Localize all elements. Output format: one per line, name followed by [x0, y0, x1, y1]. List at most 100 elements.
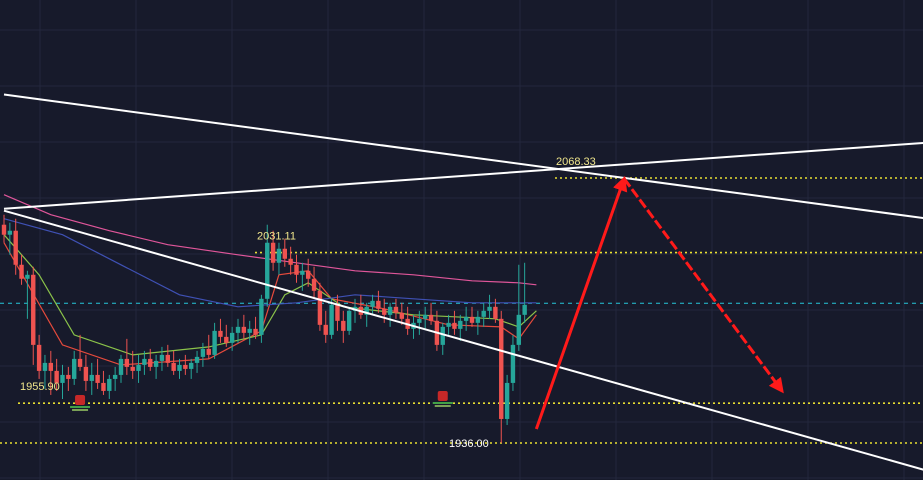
candle-body [335, 304, 340, 321]
candle-body [101, 382, 106, 391]
candle-body [36, 344, 42, 371]
candle-body [370, 300, 375, 307]
candle-body [306, 270, 311, 279]
candle-body [376, 300, 381, 309]
candle-body [200, 348, 206, 357]
candle-body [522, 304, 527, 315]
level-label-3: 1936.00 [449, 438, 489, 450]
candle-body [463, 316, 469, 321]
candle-body [270, 242, 276, 263]
candle-body [224, 336, 229, 343]
candle-body [72, 358, 77, 379]
candle-body [440, 326, 445, 345]
candle-body [382, 308, 387, 315]
candle-body [171, 362, 176, 371]
candle-body [458, 320, 463, 329]
candle-body [13, 230, 18, 265]
candle-body [387, 306, 393, 315]
candle-body [364, 306, 369, 315]
candle-body [153, 360, 159, 367]
trendline-2 [3, 209, 923, 471]
candle-body [183, 364, 188, 369]
candle-body [7, 230, 13, 235]
level-label-0: 2068.33 [556, 156, 596, 168]
candle-body [130, 366, 135, 371]
moving-average-2 [3, 218, 537, 308]
candle-body [136, 364, 141, 371]
trendline-1 [3, 141, 923, 210]
candle-body [189, 362, 194, 369]
candle-body [481, 310, 486, 317]
candle-body [288, 258, 293, 265]
candle-body [475, 316, 481, 323]
candle-body [259, 298, 264, 335]
level-label-1: 2031.11 [257, 231, 296, 243]
level-label-2: 1955.90 [20, 381, 60, 393]
candle-body [469, 316, 475, 323]
candle-body [241, 326, 247, 333]
level-labels: 2068.33 2031.11 1955.90 1936.00 [20, 156, 596, 450]
candle-body [229, 332, 235, 343]
candle-body [89, 374, 94, 381]
candle-body [112, 374, 118, 379]
candle-body [83, 366, 89, 381]
candle-body [276, 248, 282, 263]
candle-body [194, 356, 200, 363]
projection-arrow-1 [622, 177, 784, 394]
candle-body [487, 306, 492, 311]
candle-body [323, 324, 328, 335]
candle-body [42, 362, 48, 371]
candle-body [265, 242, 270, 299]
candle-body [294, 264, 299, 275]
candle-body [77, 358, 83, 367]
candle-body [165, 354, 170, 363]
candle-body [393, 306, 399, 313]
candle-body [66, 374, 71, 379]
candle-body [282, 248, 287, 259]
candle-body [493, 306, 498, 319]
candle-body [107, 378, 112, 391]
candle-body [317, 290, 323, 325]
candle-body [212, 330, 217, 355]
trendline-0 [3, 93, 923, 220]
candle-body [124, 358, 130, 367]
candle-body [300, 270, 305, 275]
candle-body [159, 354, 165, 361]
candle-body [329, 304, 334, 335]
projection-arrows [534, 175, 784, 430]
candle-body [341, 320, 346, 331]
candle-body [499, 318, 504, 419]
candle-body [1, 224, 7, 235]
candle-body [428, 314, 434, 321]
candle-body [218, 330, 223, 337]
candle-body [206, 348, 211, 355]
event-marker-icon [75, 394, 86, 405]
candle-body [54, 370, 59, 383]
candle-body [504, 382, 510, 419]
candle-body [446, 322, 451, 327]
candle-body [247, 328, 252, 333]
trendlines [3, 93, 923, 471]
event-markers [70, 390, 453, 411]
candle-body [311, 278, 317, 291]
candle-body [60, 374, 65, 383]
candle-body [95, 374, 100, 383]
candle-body [346, 310, 352, 331]
candle-body [148, 358, 153, 367]
candle-body [118, 358, 124, 375]
candle-body [19, 264, 24, 279]
candle-body [31, 274, 36, 345]
candle-body [399, 312, 404, 319]
candle-body [516, 314, 521, 345]
candle-body [25, 274, 30, 279]
candle-body [452, 322, 457, 329]
event-marker-icon [437, 390, 448, 401]
candle-body [48, 362, 53, 371]
candle-body [423, 314, 428, 319]
candle-body [177, 364, 182, 371]
candles [1, 214, 527, 443]
candle-body [510, 344, 516, 383]
candle-body [417, 318, 422, 323]
